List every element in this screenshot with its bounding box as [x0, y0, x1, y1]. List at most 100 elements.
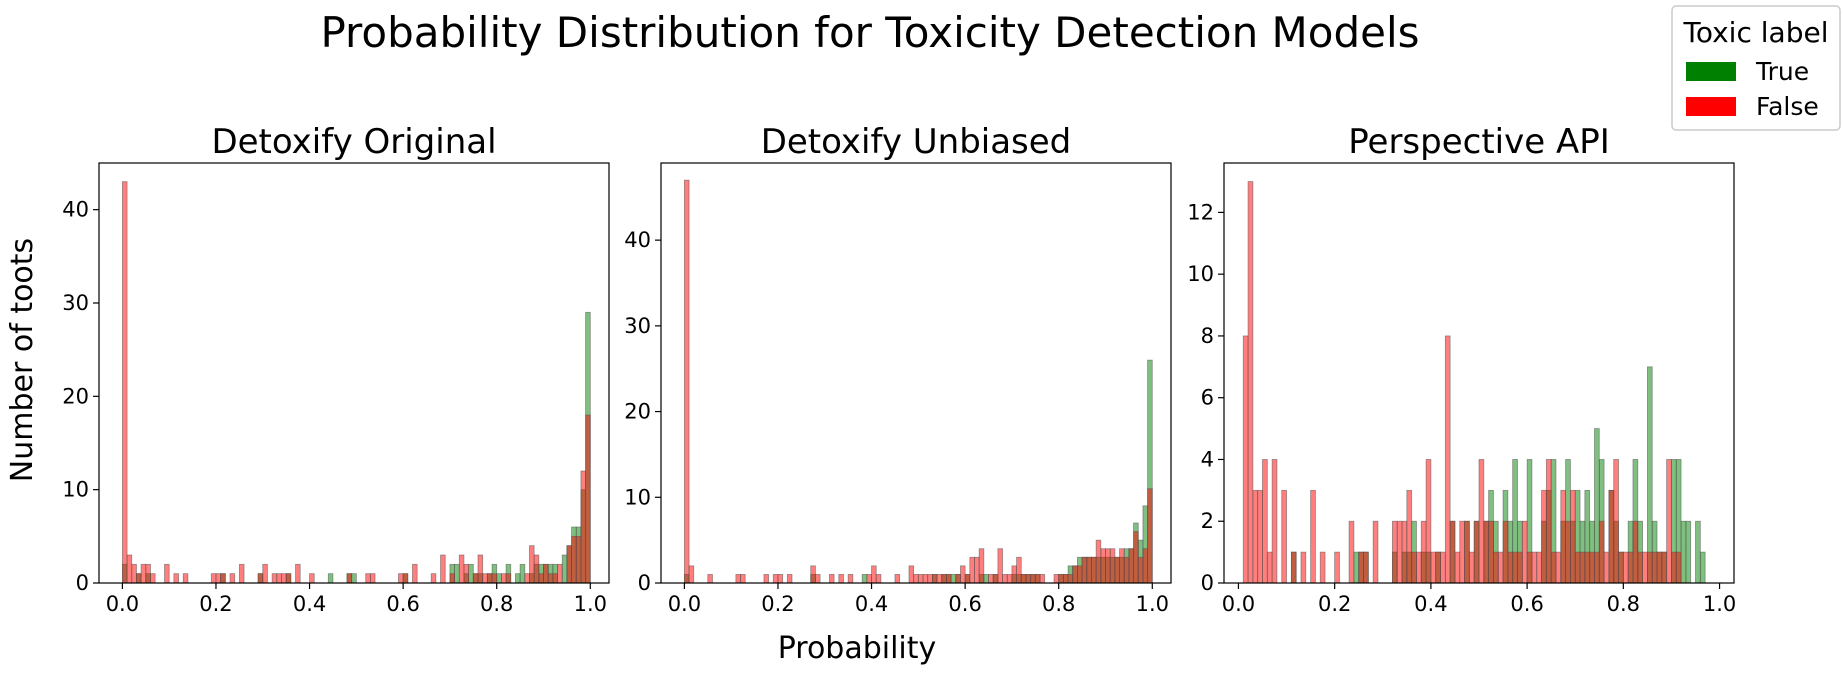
histogram-bar-false [1058, 574, 1064, 584]
y-axis-label: Number of toots [5, 238, 40, 482]
histogram-bar-false [1666, 459, 1672, 584]
histogram-bar-false [1114, 556, 1120, 584]
histogram-bar-false [1281, 489, 1287, 584]
histogram-bar-false [547, 573, 554, 584]
histogram-bar-false [1517, 551, 1523, 584]
histogram-bar-false [505, 573, 512, 584]
histogram-bar-false [1646, 551, 1653, 584]
histogram-bar-false [1493, 551, 1499, 584]
histogram-bar-false [1478, 459, 1485, 584]
histogram-bar-false [1671, 551, 1677, 584]
histogram-bar-false [997, 548, 1003, 584]
histogram-bar-false [871, 565, 877, 584]
histogram-bar-false [1464, 520, 1470, 584]
histogram-bar-false [533, 554, 540, 584]
histogram-bar-false [1016, 556, 1022, 584]
histogram-bar-false [931, 574, 938, 584]
histogram-bar-false [1473, 520, 1480, 584]
histogram-bar-false [1348, 520, 1355, 584]
histogram-bar-false [763, 574, 770, 584]
histogram-bar-true [1699, 551, 1706, 584]
histogram-bar-false [1459, 520, 1465, 584]
histogram-bar-false [1252, 489, 1259, 584]
histogram-bar-false [182, 573, 189, 584]
histogram-bar-true [515, 573, 521, 584]
histogram-bar-false [309, 573, 315, 584]
figure-title: Probability Distribution for Toxicity De… [320, 8, 1419, 57]
histogram-bar-false [257, 573, 264, 584]
histogram-bar-false [1502, 520, 1509, 584]
x-tick-label: 0.6 [1510, 592, 1543, 616]
histogram-bar-false [1468, 551, 1475, 584]
histogram-bar-true [1685, 520, 1692, 584]
histogram-bar-false [472, 573, 479, 584]
y-tick-label: 40 [624, 228, 651, 252]
histogram-bar-false [1072, 565, 1078, 584]
histogram-bar-false [1039, 574, 1046, 584]
histogram-bar-false [1507, 551, 1514, 584]
histogram-bar-false [1526, 551, 1533, 584]
histogram-bar-false [1077, 565, 1083, 584]
histogram-bar-false [1300, 551, 1307, 584]
histogram-bar-false [927, 574, 933, 584]
histogram-bar-false [1613, 459, 1619, 584]
histogram-bar-false [412, 563, 418, 584]
histogram-bar-false [1247, 181, 1254, 584]
histogram-bar-false [1091, 556, 1097, 584]
histogram-bar-false [1142, 548, 1149, 584]
histogram-bar-false [1406, 489, 1413, 584]
subplot-title: Detoxify Unbiased [761, 122, 1072, 162]
y-tick-label: 6 [1201, 386, 1214, 410]
histogram-bar-false [580, 470, 587, 584]
histogram-bar-false [1020, 574, 1027, 584]
histogram-bar-false [1334, 551, 1340, 584]
histogram-bar-false [1483, 520, 1490, 584]
histogram-bar-false [557, 563, 563, 584]
x-tick-label: 0.0 [1222, 592, 1255, 616]
x-tick-label: 1.0 [1136, 592, 1169, 616]
histogram-bar-false [1444, 335, 1451, 584]
histogram-bar-false [1603, 551, 1610, 584]
y-tick-label: 0 [76, 571, 89, 595]
histogram-bar-false [210, 573, 217, 584]
histogram-bar-false [1574, 551, 1581, 584]
histogram-bar-false [1257, 489, 1263, 584]
histogram-bar-false [285, 573, 292, 584]
histogram-bar-false [463, 563, 470, 584]
histogram-bar-false [1656, 551, 1663, 584]
histogram-bar-false [735, 574, 741, 584]
histogram-bar-true [1353, 551, 1360, 584]
legend-swatch-false [1686, 97, 1736, 116]
histogram-bar-false [1034, 574, 1041, 584]
histogram-bar-false [1651, 551, 1658, 584]
histogram-bar-false [1401, 520, 1408, 584]
histogram-bar-false [974, 556, 980, 584]
histogram-bar-false [369, 573, 376, 584]
y-tick-label: 0 [1201, 571, 1214, 595]
histogram-bar-false [810, 565, 816, 584]
histogram-bar-false [529, 545, 535, 584]
histogram-bar-false [229, 573, 236, 584]
histogram-bar-false [1420, 520, 1427, 584]
chart-panel-2: Detoxify Unbiased 0.0 0.2 0.4 0.6 0.8 1.0 0 10 20… [624, 122, 1172, 616]
histogram-bar-false [295, 563, 301, 584]
histogram-bar-false [398, 573, 404, 584]
x-tick-label: 0.8 [1607, 592, 1640, 616]
x-tick-label: 0.6 [948, 592, 981, 616]
histogram-bar-false [585, 414, 591, 584]
histogram-bar-false [1030, 574, 1036, 584]
histogram-bar-true [454, 563, 460, 584]
y-tick-label: 30 [624, 314, 651, 338]
legend-title: Toxic label [1683, 16, 1829, 49]
x-tick-label: 0.0 [106, 592, 139, 616]
histogram-bar-false [1006, 574, 1013, 584]
histogram-bar-false [1541, 489, 1547, 584]
histogram-bar-true [561, 554, 568, 584]
histogram-bar-true [983, 574, 989, 584]
histogram-bar-false [1570, 489, 1576, 584]
histogram-bar-true [468, 563, 474, 584]
y-tick-label: 10 [624, 485, 651, 509]
histogram-bar-false [449, 573, 455, 584]
histogram-bar-false [777, 574, 784, 584]
histogram-bar-false [1002, 574, 1008, 584]
